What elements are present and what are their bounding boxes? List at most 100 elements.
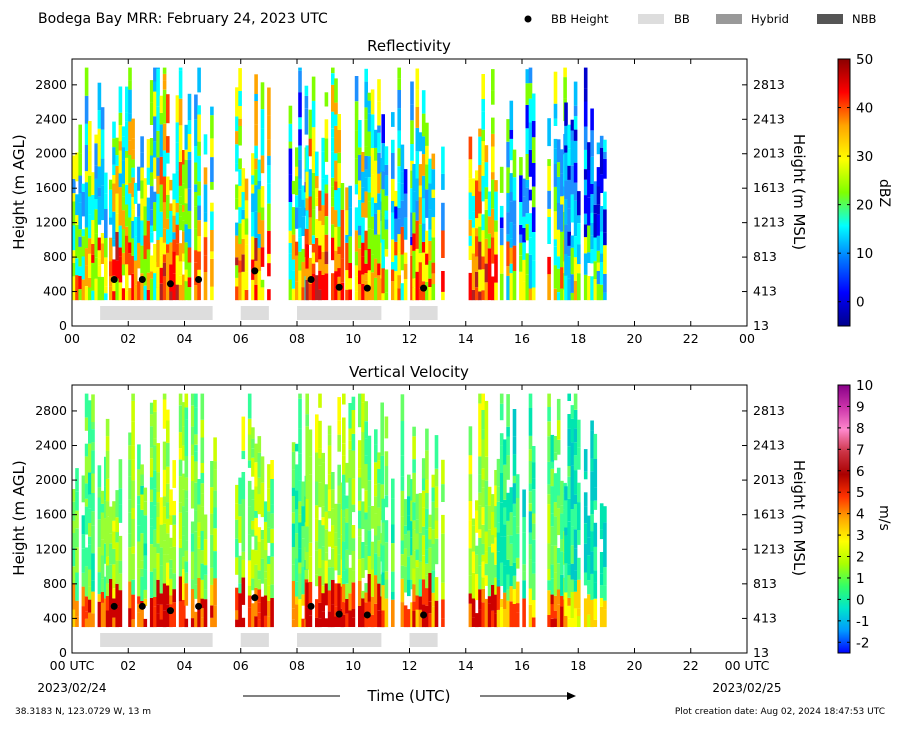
y-axis-label-msl: Height (m MSL) (790, 460, 808, 576)
bb-height-point (110, 602, 118, 610)
x-tick-label: 00 UTC (725, 658, 770, 673)
colorbar-tick-label: 20 (856, 198, 873, 214)
x-tick-label: 14 (458, 658, 474, 673)
legend: BB Height BB Hybrid NBB (524, 12, 876, 26)
x-tick-label: 04 (177, 331, 193, 346)
y-tick-label: 2000 (35, 472, 67, 487)
y-tick-label-right: 1213 (753, 541, 785, 556)
panel-title-reflectivity: Reflectivity (367, 37, 451, 55)
x-tick-label: 06 (233, 658, 249, 673)
x-tick-label: 02 (120, 331, 136, 346)
x-axis-label: Time (UTC) (367, 687, 451, 705)
bb-height-point (335, 283, 343, 291)
colorbar-tick-label: 2 (856, 550, 865, 566)
time-arrow-head (567, 692, 576, 700)
start-date: 2023/02/24 (37, 681, 106, 695)
legend-swatch-bb (638, 14, 664, 24)
bb-height-point (363, 284, 371, 292)
bb-height-point (138, 602, 146, 610)
y-tick-label-right: 13 (753, 645, 769, 660)
vertical-velocity-panel: Vertical Velocity 00 UTC 02 04 06 08 10 12 14 16… (10, 363, 892, 673)
colorbar-tick-label: 6 (856, 464, 865, 480)
y-tick-label: 1200 (35, 215, 67, 230)
y-tick-label-right: 2413 (753, 438, 785, 453)
colorbar-tick-label: 1 (856, 571, 865, 587)
colorbar-label-dbz: dBZ (876, 179, 892, 207)
x-tick-label: 04 (177, 658, 193, 673)
y-tick-label-right: 813 (753, 249, 777, 264)
data-field (72, 393, 607, 628)
legend-swatch-nbb (817, 14, 843, 24)
colorbar-tick-label: 9 (856, 399, 865, 415)
bb-height-point (251, 267, 259, 275)
bb-period-bar (409, 633, 438, 647)
data-field (72, 67, 607, 301)
bb-height-point (307, 602, 315, 610)
colorbar-label-ms: m/s (876, 505, 892, 531)
y-axis-label-msl: Height (m MSL) (790, 134, 808, 250)
legend-swatch-hybrid (716, 14, 742, 24)
y-tick-label-right: 413 (753, 610, 777, 625)
y-tick-label-right: 2813 (753, 77, 785, 92)
y-tick-label: 2000 (35, 146, 67, 161)
reflectivity-colorbar: 0 10 20 30 40 50 (837, 52, 873, 327)
y-tick-label-right: 813 (753, 576, 777, 591)
y-tick-label: 2400 (35, 111, 67, 126)
colorbar-gradient (837, 58, 851, 327)
colorbar-tick-label: 30 (856, 149, 873, 165)
y-tick-label: 2800 (35, 77, 67, 92)
colorbar-tick-label: 5 (856, 485, 865, 501)
bb-height-point (307, 275, 315, 283)
y-tick-label-right: 1613 (753, 507, 785, 522)
y-axis-label-agl: Height (m AGL) (10, 460, 28, 575)
bb-period-bar (297, 306, 382, 320)
x-tick-label: 16 (514, 658, 530, 673)
bb-period-bar (100, 306, 213, 320)
colorbar-tick-label: 4 (856, 507, 865, 523)
x-tick-label: 08 (289, 331, 305, 346)
x-tick-label: 12 (402, 331, 418, 346)
x-tick-label: 18 (570, 658, 586, 673)
x-tick-label: 18 (570, 331, 586, 346)
bb-period-bar (100, 633, 213, 647)
legend-label-hybrid: Hybrid (751, 12, 789, 26)
legend-label-bb: BB (674, 12, 690, 26)
y-tick-label-right: 2813 (753, 403, 785, 418)
y-tick-label-right: 1613 (753, 180, 785, 195)
x-tick-label: 12 (402, 658, 418, 673)
colorbar-tick-label: 0 (856, 295, 865, 311)
x-tick-label: 16 (514, 331, 530, 346)
bb-height-point (110, 275, 118, 283)
bb-height-point (166, 280, 174, 288)
x-tick-label: 10 (345, 658, 361, 673)
x-tick-label: 10 (345, 331, 361, 346)
x-tick-label: 22 (683, 331, 699, 346)
bb-period-bar (240, 633, 269, 647)
y-tick-label: 0 (59, 318, 67, 333)
y-tick-label: 2400 (35, 438, 67, 453)
creation-date-text: Plot creation date: Aug 02, 2024 18:47:5… (675, 707, 885, 717)
colorbar-tick-label: 8 (856, 421, 865, 437)
bb-period-bar (297, 633, 382, 647)
legend-label-bb-height: BB Height (551, 12, 609, 26)
y-axis-label-agl: Height (m AGL) (10, 134, 28, 249)
x-tick-label: 06 (233, 331, 249, 346)
bb-height-point (363, 611, 371, 619)
colorbar-tick-label: 40 (856, 101, 873, 117)
x-tick-label: 14 (458, 331, 474, 346)
colorbar-gradient (837, 384, 851, 654)
bb-height-point (420, 611, 428, 619)
legend-label-nbb: NBB (852, 12, 876, 26)
colorbar-tick-label: 0 (856, 592, 865, 608)
x-tick-label: 22 (683, 658, 699, 673)
location-text: 38.3183 N, 123.0729 W, 13 m (15, 707, 151, 717)
y-tick-label: 0 (59, 645, 67, 660)
page-title: Bodega Bay MRR: February 24, 2023 UTC (38, 11, 328, 27)
bb-height-point (335, 610, 343, 618)
bb-period-bar (409, 306, 438, 320)
y-tick-label-right: 413 (753, 284, 777, 299)
colorbar-tick-label: 3 (856, 528, 865, 544)
x-tick-label: 00 UTC (50, 658, 95, 673)
